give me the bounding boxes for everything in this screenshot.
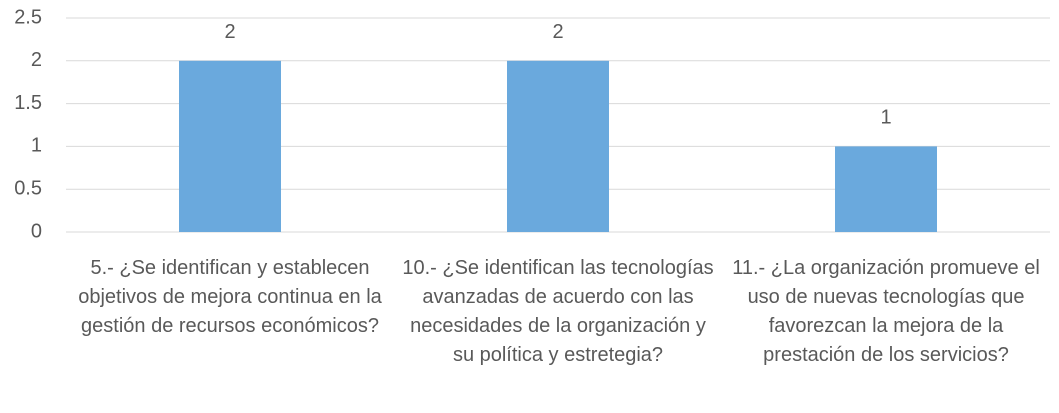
data-label: 2 bbox=[224, 21, 235, 43]
y-tick-label: 1.5 bbox=[14, 92, 42, 114]
y-tick-label: 2 bbox=[31, 49, 42, 71]
bar bbox=[179, 60, 281, 232]
x-tick-label: 10.- ¿Se identifican las tecnologías ava… bbox=[402, 257, 714, 366]
y-tick-label: 2.5 bbox=[14, 6, 42, 28]
data-label: 1 bbox=[880, 107, 891, 129]
data-label: 2 bbox=[552, 21, 563, 43]
bar bbox=[835, 146, 937, 232]
y-tick-label: 0 bbox=[31, 220, 42, 242]
x-tick-label: 11.- ¿La organización promueve el uso de… bbox=[732, 257, 1040, 366]
x-tick-label: 5.- ¿Se identifican y establecen objetiv… bbox=[78, 257, 382, 337]
y-tick-label: 0.5 bbox=[14, 177, 42, 199]
bar bbox=[507, 60, 609, 232]
y-tick-label: 1 bbox=[31, 135, 42, 157]
